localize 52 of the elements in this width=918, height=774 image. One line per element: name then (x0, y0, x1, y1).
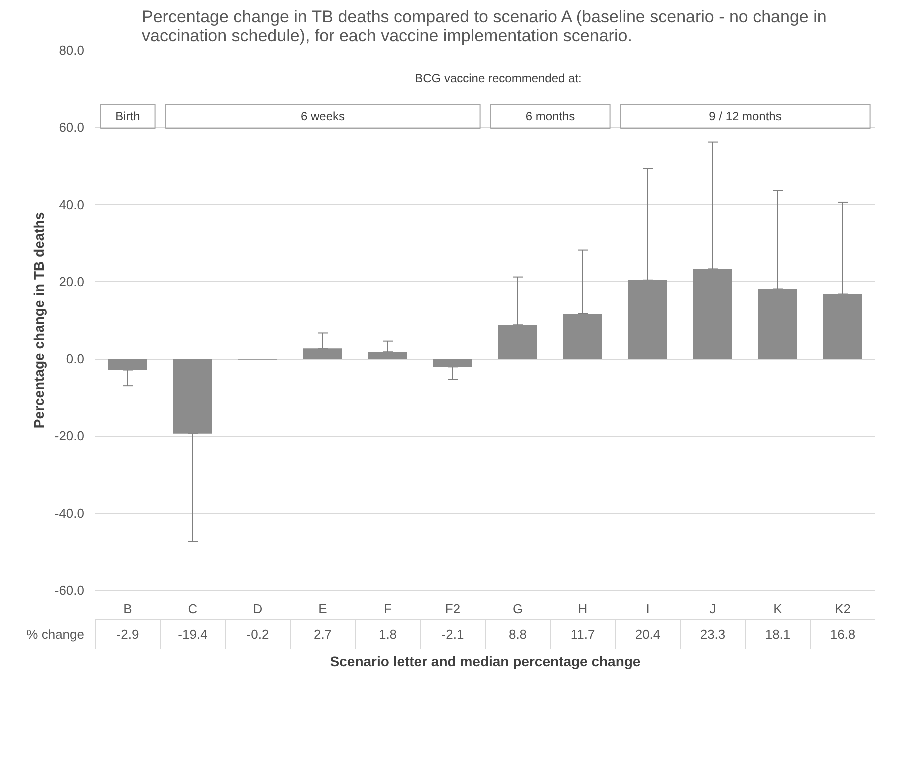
bar (108, 359, 148, 370)
data-label: 18.1 (765, 627, 791, 642)
x-tick-label: G (512, 602, 524, 616)
y-tick-label: -20.0 (54, 428, 85, 444)
data-label: 20.4 (635, 627, 661, 642)
y-axis-title: Percentage change in TB deaths (30, 212, 47, 429)
bar (824, 294, 862, 360)
data-label: 1.8 (378, 627, 398, 642)
bar (304, 348, 342, 360)
data-label: 11.7 (570, 627, 596, 642)
y-tick-label: -40.0 (54, 506, 85, 521)
x-tick-label: K (774, 602, 783, 616)
data-label: -19.4 (178, 627, 208, 642)
annotation: 6 months (526, 110, 576, 124)
y-tick-label: 80.0 (59, 43, 85, 58)
x-tick-label: J (710, 602, 716, 616)
bar (368, 352, 408, 360)
annotation: Birth (116, 110, 140, 124)
x-tick-label: F (384, 602, 392, 616)
y-tick-label: -60.0 (54, 583, 85, 598)
data-label: 16.8 (830, 627, 856, 642)
bar (564, 314, 602, 360)
annotation: BCG vaccine recommended at: (415, 72, 582, 86)
data-label: -2.1 (442, 627, 464, 642)
bar (628, 280, 668, 360)
bar (758, 289, 798, 360)
x-axis-title: Scenario letter and median percentage change (330, 654, 641, 670)
x-tick-label: I (646, 602, 650, 616)
data-label: 23.3 (700, 627, 726, 642)
data-label: -0.2 (246, 627, 270, 642)
x-tick-label: B (124, 602, 132, 616)
bar (434, 359, 472, 368)
annotation: 6 weeks (300, 110, 346, 124)
annotation: 9 / 12 months (709, 110, 782, 124)
chart-title: Percentage change in TB deaths compared to scenario A (baseline scenario - no change in vaccination schedule), for each vaccine implementation scenario. (142, 8, 827, 46)
data-label: 2.7 (314, 627, 332, 642)
x-tick-label: F2 (445, 602, 461, 616)
y-tick-label: 0.0 (66, 352, 85, 367)
bar (174, 359, 212, 434)
y-tick-label: 60.0 (59, 120, 85, 136)
bar (694, 269, 732, 360)
x-tick-label: K2 (835, 602, 851, 616)
y-tick-label: 20.0 (59, 274, 85, 290)
x-tick-label: H (578, 602, 588, 616)
x-tick-label: D (253, 602, 263, 616)
y-tick-label: 40.0 (59, 197, 85, 212)
text: % change (26, 627, 85, 642)
x-tick-label: C (188, 602, 198, 616)
data-label: 8.8 (508, 627, 528, 642)
x-tick-label: E (318, 602, 328, 616)
data-label: -2.9 (116, 627, 140, 642)
bar (498, 325, 538, 360)
